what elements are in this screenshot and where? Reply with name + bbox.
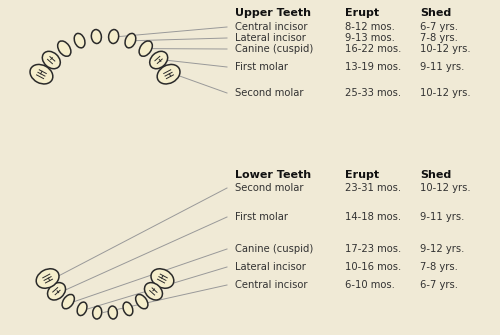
Ellipse shape: [58, 41, 71, 56]
Text: Second molar: Second molar: [235, 183, 304, 193]
Text: Erupt: Erupt: [345, 170, 379, 180]
Text: First molar: First molar: [235, 62, 288, 72]
Ellipse shape: [151, 269, 174, 288]
Text: 6-7 yrs.: 6-7 yrs.: [420, 22, 458, 32]
Text: 10-16 mos.: 10-16 mos.: [345, 262, 401, 272]
Ellipse shape: [139, 41, 152, 56]
Ellipse shape: [36, 269, 59, 288]
Text: Central incisor: Central incisor: [235, 280, 308, 290]
Text: 8-12 mos.: 8-12 mos.: [345, 22, 395, 32]
Text: 13-19 mos.: 13-19 mos.: [345, 62, 401, 72]
Ellipse shape: [48, 283, 66, 300]
Text: Lateral incisor: Lateral incisor: [235, 262, 306, 272]
Text: Erupt: Erupt: [345, 8, 379, 18]
Text: Upper Teeth: Upper Teeth: [235, 8, 311, 18]
Ellipse shape: [74, 34, 85, 48]
Text: 23-31 mos.: 23-31 mos.: [345, 183, 401, 193]
Ellipse shape: [136, 294, 148, 309]
Text: Canine (cuspid): Canine (cuspid): [235, 44, 313, 54]
Text: 25-33 mos.: 25-33 mos.: [345, 88, 401, 98]
Text: 7-8 yrs.: 7-8 yrs.: [420, 33, 458, 43]
Ellipse shape: [42, 51, 60, 69]
Ellipse shape: [92, 29, 102, 44]
Text: 6-10 mos.: 6-10 mos.: [345, 280, 395, 290]
Ellipse shape: [108, 29, 118, 44]
Text: Shed: Shed: [420, 170, 451, 180]
Text: 9-12 yrs.: 9-12 yrs.: [420, 244, 465, 254]
Text: 9-13 mos.: 9-13 mos.: [345, 33, 395, 43]
Text: Canine (cuspid): Canine (cuspid): [235, 244, 313, 254]
Text: Second molar: Second molar: [235, 88, 304, 98]
Ellipse shape: [77, 302, 87, 316]
Text: 10-12 yrs.: 10-12 yrs.: [420, 88, 470, 98]
Text: 14-18 mos.: 14-18 mos.: [345, 212, 401, 222]
Text: First molar: First molar: [235, 212, 288, 222]
Text: 9-11 yrs.: 9-11 yrs.: [420, 212, 465, 222]
Ellipse shape: [144, 283, 162, 300]
Text: 10-12 yrs.: 10-12 yrs.: [420, 44, 470, 54]
Text: Lateral incisor: Lateral incisor: [235, 33, 306, 43]
Ellipse shape: [92, 306, 102, 319]
Ellipse shape: [108, 306, 118, 319]
Ellipse shape: [157, 64, 180, 84]
Text: 17-23 mos.: 17-23 mos.: [345, 244, 401, 254]
Ellipse shape: [125, 34, 136, 48]
Text: 10-12 yrs.: 10-12 yrs.: [420, 183, 470, 193]
Text: 7-8 yrs.: 7-8 yrs.: [420, 262, 458, 272]
Text: Central incisor: Central incisor: [235, 22, 308, 32]
Text: 16-22 mos.: 16-22 mos.: [345, 44, 402, 54]
Text: Shed: Shed: [420, 8, 451, 18]
Ellipse shape: [150, 51, 168, 69]
Ellipse shape: [123, 302, 133, 316]
Ellipse shape: [62, 294, 74, 309]
Text: 9-11 yrs.: 9-11 yrs.: [420, 62, 465, 72]
Text: Lower Teeth: Lower Teeth: [235, 170, 311, 180]
Ellipse shape: [30, 64, 53, 84]
Text: 6-7 yrs.: 6-7 yrs.: [420, 280, 458, 290]
